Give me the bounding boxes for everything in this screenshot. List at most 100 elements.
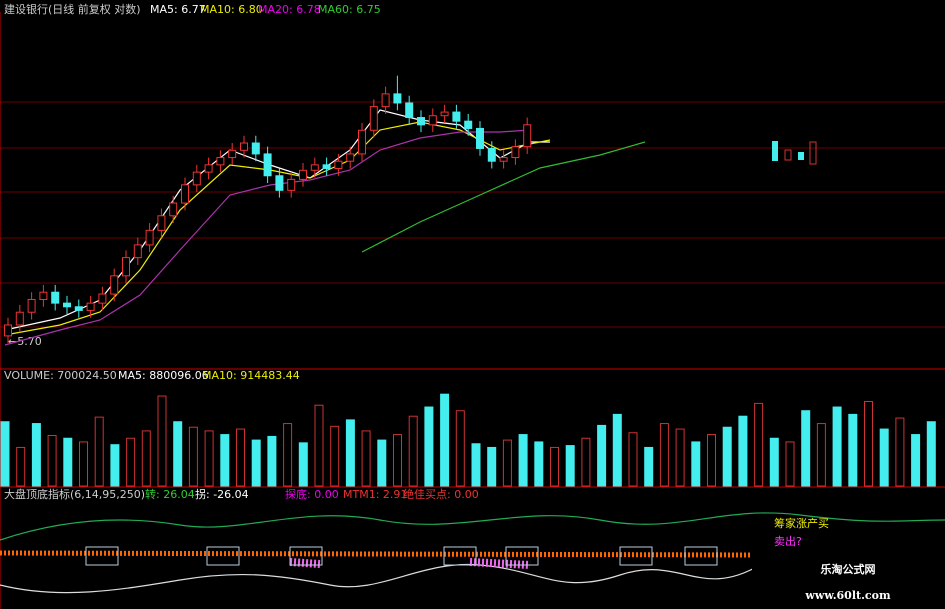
indicator-value: 绝佳买点: 0.00 <box>403 487 479 501</box>
volume-bar <box>393 434 402 487</box>
volume-bar <box>597 424 607 487</box>
candle-body <box>381 93 390 108</box>
volume-ma5: MA5: 880096.06 <box>118 369 209 382</box>
volume-bar <box>110 444 120 487</box>
candle-body <box>86 302 95 311</box>
candle-body <box>322 164 331 169</box>
ma60: MA60: 6.75 <box>318 3 381 16</box>
volume-bar <box>267 435 277 487</box>
candle-body <box>334 160 343 169</box>
candle-body <box>228 149 237 159</box>
volume-bar <box>16 446 26 487</box>
volume-bar <box>220 434 230 487</box>
ma5: MA5: 6.77 <box>150 3 206 16</box>
volume-bar <box>738 415 748 487</box>
indicator-value: MTM1: 2.91 <box>343 488 407 501</box>
volume-bar <box>879 428 889 487</box>
indicator-lines <box>0 512 945 594</box>
candle-body <box>157 215 166 231</box>
volume-bar <box>173 421 183 487</box>
volume-bar <box>298 442 308 487</box>
indicator-value: 拐: -26.04 <box>195 487 249 501</box>
volume-bar <box>675 428 685 487</box>
volume-bar <box>377 439 387 487</box>
candle-body <box>369 106 378 131</box>
indicator-value: 转: 26.04 <box>145 487 195 501</box>
volume-bar <box>722 426 732 487</box>
volume-bar <box>63 437 73 487</box>
volume-bar <box>832 406 842 487</box>
volume-bar <box>612 413 622 487</box>
candle-body <box>204 164 213 173</box>
volume-label: VOLUME: 700024.50 <box>4 369 117 382</box>
candle-body <box>4 324 12 337</box>
volume-bar <box>157 395 167 487</box>
volume-bar <box>644 446 654 487</box>
volume-bar <box>581 437 591 487</box>
volume-bar <box>361 430 371 487</box>
candle-body <box>251 142 260 155</box>
volume-bar <box>864 401 873 487</box>
volume-bar <box>754 402 764 487</box>
candle-body <box>51 291 60 304</box>
volume-bar <box>487 446 497 487</box>
candle-body <box>523 124 532 148</box>
candle-body <box>405 102 414 119</box>
volume-bar <box>769 437 779 487</box>
ma20: MA20: 6.78 <box>258 3 321 16</box>
candle-body <box>39 291 48 300</box>
volume-bar <box>188 426 198 487</box>
candle-body <box>122 257 130 277</box>
candle-body <box>27 298 36 313</box>
volume-bar <box>691 441 701 487</box>
candle-body <box>133 244 142 259</box>
volume-bar <box>471 443 481 487</box>
candle-body <box>393 93 402 104</box>
volume-bar <box>926 421 936 487</box>
candle-body <box>346 153 355 162</box>
note: 卖出? <box>774 534 802 548</box>
volume-bar <box>236 428 245 487</box>
indicator-title: 大盘顶底指标(6,14,95,250) <box>4 487 145 501</box>
volume-bar <box>283 423 293 487</box>
title: 建设银行(日线 前复权 对数) <box>4 2 141 16</box>
volume-bar <box>141 430 151 487</box>
volume-bar <box>408 415 418 487</box>
volume-bar <box>801 410 811 487</box>
volume-bar <box>848 413 858 487</box>
candle-body <box>263 153 272 177</box>
candle-body <box>452 111 461 122</box>
volume-bar <box>0 421 10 487</box>
candle-body <box>181 184 189 204</box>
volume-bar <box>518 434 528 487</box>
candle-body <box>216 157 225 166</box>
volume-bar <box>565 445 575 487</box>
volume-bar <box>534 441 544 487</box>
volume-bar <box>31 423 41 487</box>
candle-body <box>358 129 366 155</box>
candle-body <box>299 169 307 180</box>
watermark: 乐淘公式网 <box>821 562 876 576</box>
candle-body <box>240 142 248 151</box>
grid <box>0 101 945 328</box>
volume-bar <box>204 430 214 487</box>
candle-body <box>487 147 496 162</box>
volume-bar <box>785 441 795 487</box>
candle-body <box>417 117 425 126</box>
volume-bar <box>47 435 57 487</box>
volume-bar <box>345 419 355 487</box>
volume-bar <box>314 404 324 487</box>
candle-body <box>464 120 473 129</box>
candle-body <box>310 164 319 171</box>
candle-body <box>145 229 154 246</box>
volume-bar <box>911 434 921 487</box>
indicator-value: 探底: 0.00 <box>285 487 339 501</box>
candle-body <box>275 175 284 191</box>
ma10: MA10: 6.80 <box>200 3 263 16</box>
candle-body <box>63 302 71 308</box>
candle-body <box>287 178 296 191</box>
late-candles <box>772 141 817 165</box>
volume-bar <box>424 406 434 487</box>
volume-bar <box>330 425 340 487</box>
